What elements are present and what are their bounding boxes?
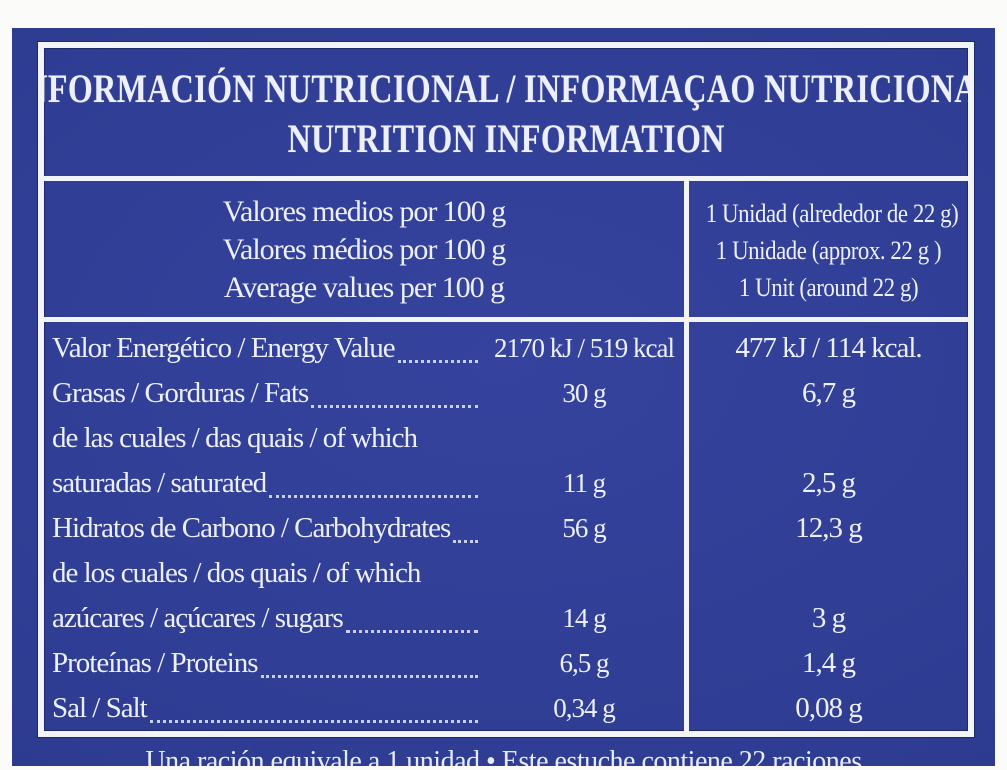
table-row: de las cuales / das quais / of which	[52, 416, 684, 461]
dotted-leader	[260, 641, 478, 678]
table-row: Sal / Salt 0,34 g	[52, 686, 684, 731]
nutrition-label: INFORMACIÓN NUTRICIONAL / INFORMAÇAO NUT…	[12, 28, 995, 766]
per-unit-value: 0,08 g	[795, 692, 863, 724]
per-100g-value: 0,34 g	[553, 693, 616, 723]
nutrient-labels-column: Valor Energético / Energy Value 2170 kJ …	[44, 322, 684, 731]
nutrient-label: azúcares / açúcares / sugars	[52, 602, 344, 634]
title-line-2: NUTRITION INFORMATION	[287, 116, 725, 161]
per-unit-header-cell: 1 Unidad (alrededor de 22 g) 1 Unidade (…	[684, 181, 968, 317]
title-line-1: INFORMACIÓN NUTRICIONAL / INFORMAÇAO NUT…	[44, 66, 968, 111]
nutrient-label: Grasas / Gorduras / Fats	[52, 377, 309, 409]
per-100g-header-cell: Valores medios por 100 g Valores médios …	[44, 181, 684, 317]
nutrient-body-section: Valor Energético / Energy Value 2170 kJ …	[44, 322, 968, 731]
table-row: Grasas / Gorduras / Fats 30 g	[52, 371, 684, 416]
table-row: azúcares / açúcares / sugars 14 g	[52, 596, 684, 641]
dotted-leader	[149, 686, 478, 723]
per-100g-value: 11 g	[562, 468, 606, 498]
dotted-leader	[269, 461, 478, 498]
per-unit-header-es: 1 Unidad (alrededor de 22 g)	[705, 199, 959, 228]
nutrient-label: Valor Energético / Energy Value	[52, 332, 396, 364]
per-unit-value: 6,7 g	[802, 377, 856, 409]
serving-note-partial: Una ración equivale a 1 unidad • Este es…	[145, 746, 862, 766]
table-row: de los cuales / dos quais / of which	[52, 551, 684, 596]
nutrient-label: saturadas / saturated	[52, 467, 267, 499]
dotted-leader	[453, 506, 478, 543]
nutrient-label: Sal / Salt	[52, 692, 148, 724]
per-100g-value	[484, 551, 684, 596]
per-unit-value: 3 g	[811, 602, 846, 634]
per-100g-value: 56 g	[562, 513, 606, 543]
per-100g-header-en: Average values per 100 g	[223, 271, 505, 304]
table-row: Hidratos de Carbono / Carbohydrates 56 g	[52, 506, 684, 551]
per-unit-value: 2,5 g	[802, 467, 856, 499]
per-unit-value: 12,3 g	[795, 512, 863, 544]
dotted-leader	[423, 551, 478, 588]
table-row: saturadas / saturated 11 g	[52, 461, 684, 506]
per-100g-value: 14 g	[562, 603, 606, 633]
per-unit-value	[689, 551, 968, 596]
nutrient-label: Proteínas / Proteins	[52, 647, 259, 679]
nutrition-table: INFORMACIÓN NUTRICIONAL / INFORMAÇAO NUT…	[38, 42, 974, 737]
per-unit-header-pt: 1 Unidade (approx. 22 g )	[715, 236, 942, 265]
per-100g-header-pt: Valores médios por 100 g	[222, 233, 507, 266]
per-100g-value: 30 g	[562, 378, 606, 408]
per-unit-header-en: 1 Unit (around 22 g)	[738, 273, 919, 302]
table-row: Proteínas / Proteins 6,5 g	[52, 641, 684, 686]
table-row: Valor Energético / Energy Value 2170 kJ …	[52, 326, 684, 371]
nutrient-label: de los cuales / dos quais / of which	[52, 557, 421, 589]
per-unit-value: 1,4 g	[802, 647, 856, 679]
dotted-leader	[345, 596, 478, 633]
per-100g-value	[484, 416, 684, 461]
per-unit-value	[689, 416, 968, 461]
per-unit-values-column: 477 kJ / 114 kcal. 6,7 g 2,5 g 12,3 g 3 …	[684, 322, 968, 731]
dotted-leader	[420, 416, 478, 453]
column-header-section: Valores medios por 100 g Valores médios …	[44, 181, 968, 322]
table-title-section: INFORMACIÓN NUTRICIONAL / INFORMAÇAO NUT…	[44, 48, 968, 181]
dotted-leader	[397, 326, 478, 363]
nutrient-label: Hidratos de Carbono / Carbohydrates	[52, 512, 451, 544]
per-100g-value: 2170 kJ / 519 kcal	[494, 333, 675, 363]
dotted-leader	[311, 371, 478, 408]
per-unit-value: 477 kJ / 114 kcal.	[735, 332, 922, 364]
per-100g-value: 6,5 g	[559, 648, 610, 678]
per-100g-header-es: Valores medios por 100 g	[222, 195, 507, 228]
nutrient-label: de las cuales / das quais / of which	[52, 422, 418, 454]
